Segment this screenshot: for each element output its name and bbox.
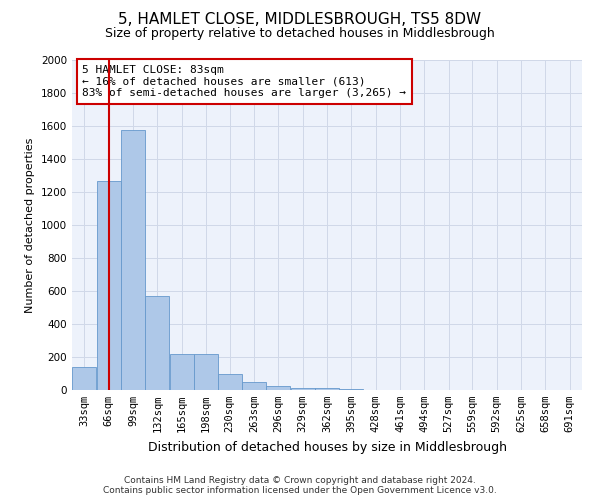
Bar	[218, 374, 242, 390]
Text: Size of property relative to detached houses in Middlesbrough: Size of property relative to detached ho…	[105, 28, 495, 40]
Text: Contains HM Land Registry data © Crown copyright and database right 2024.
Contai: Contains HM Land Registry data © Crown c…	[103, 476, 497, 495]
Bar	[290, 388, 314, 390]
Bar	[170, 354, 194, 390]
Bar	[315, 388, 339, 390]
Bar	[242, 382, 266, 390]
X-axis label: Distribution of detached houses by size in Middlesbrough: Distribution of detached houses by size …	[148, 440, 506, 454]
Bar	[145, 296, 169, 390]
Text: 5 HAMLET CLOSE: 83sqm
← 16% of detached houses are smaller (613)
83% of semi-det: 5 HAMLET CLOSE: 83sqm ← 16% of detached …	[82, 65, 406, 98]
Bar	[340, 389, 364, 390]
Bar	[266, 386, 290, 390]
Y-axis label: Number of detached properties: Number of detached properties	[25, 138, 35, 312]
Text: 5, HAMLET CLOSE, MIDDLESBROUGH, TS5 8DW: 5, HAMLET CLOSE, MIDDLESBROUGH, TS5 8DW	[118, 12, 482, 28]
Bar	[194, 354, 218, 390]
Bar	[97, 182, 121, 390]
Bar	[121, 130, 145, 390]
Bar	[72, 367, 96, 390]
